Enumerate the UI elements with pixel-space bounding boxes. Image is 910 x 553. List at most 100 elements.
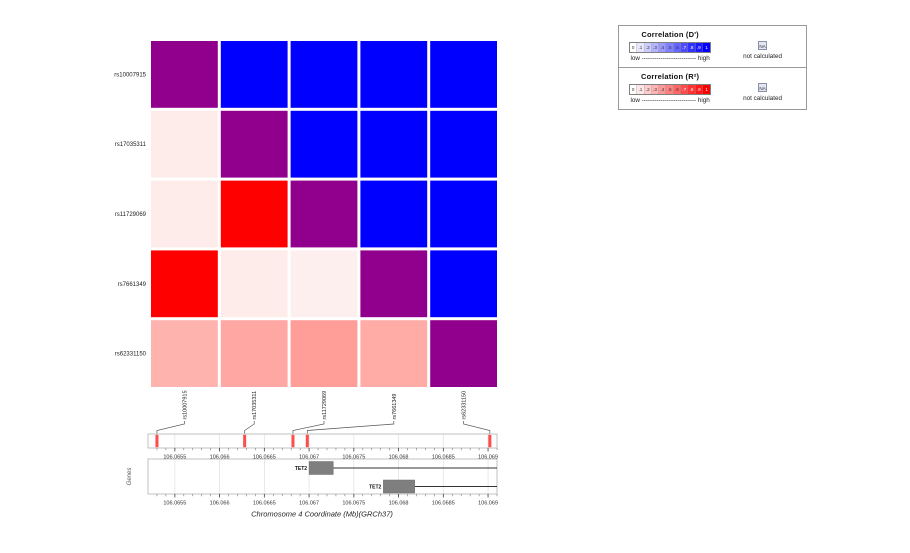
snp-marker	[243, 434, 247, 448]
snp-callout-line	[463, 421, 491, 434]
row-label: rs62331150	[115, 352, 147, 358]
column-label: rs7661349	[392, 394, 398, 420]
heatmap-cell[interactable]	[220, 320, 288, 387]
genes-axis-tick-label: 106.0665	[253, 501, 276, 507]
heatmap-cell[interactable]	[430, 41, 497, 108]
genes-axis-tick-label: 106.066	[210, 501, 230, 507]
column-label: rs10007915	[182, 390, 188, 419]
legend-scale-cell: .3	[651, 85, 660, 94]
legend-title: Correlation (R²)	[641, 72, 700, 81]
gene-exon-box	[308, 461, 334, 475]
gene-label: TET2	[369, 485, 381, 491]
legend-scale-cell: 1	[702, 85, 711, 94]
legend-scale-cell: .4	[659, 43, 667, 52]
legend-scale-cell: .2	[644, 43, 652, 52]
heatmap-cell[interactable]	[151, 250, 218, 318]
legend-scale-cell: .9	[695, 85, 703, 94]
snp-axis-tick-label: 106.066	[210, 455, 230, 461]
legend-na-column: NA not calculated	[743, 30, 796, 60]
legend-scale-cell: .5	[666, 85, 674, 94]
legend-scale-cell: .3	[651, 43, 660, 52]
gene-label: TET2	[295, 466, 307, 472]
heatmap-cell[interactable]	[360, 41, 428, 108]
heatmap-cell[interactable]	[290, 41, 358, 108]
legend-na-column: NA not calculated	[743, 72, 796, 102]
legend-scale-cell: .5	[666, 43, 674, 52]
legend-scale-cell: .8	[688, 43, 696, 52]
genes-axis-tick-label: 106.0685	[432, 501, 455, 507]
legend-row: Correlation (D') 0.1.2.3.4.5.6.7.8.9 1 low …	[629, 30, 796, 62]
legend-low-high-label: low -------------------------- high	[630, 55, 710, 62]
column-label: rs17035311	[252, 391, 258, 420]
snp-marker	[488, 434, 492, 448]
snp-callout-line	[292, 421, 325, 434]
heatmap-cell[interactable]	[290, 180, 358, 248]
heatmap-cell[interactable]	[151, 320, 218, 387]
row-label: rs17035311	[115, 142, 147, 148]
legend-scale-cell: 0	[630, 85, 638, 94]
na-note-label: not calculated	[743, 95, 782, 102]
na-note-label: not calculated	[743, 53, 782, 60]
genes-axis-tick-label: 106.067	[299, 501, 319, 507]
column-label: rs11729069	[322, 391, 328, 420]
na-swatch: NA	[758, 83, 768, 92]
heatmap-cell[interactable]	[151, 180, 218, 248]
heatmap-cell[interactable]	[430, 250, 497, 318]
legend-color-scale: 0.1.2.3.4.5.6.7.8.9 1	[629, 84, 712, 95]
heatmap-cell[interactable]	[151, 41, 218, 108]
snp-axis-tick-label: 106.069	[478, 455, 498, 461]
snp-axis-tick-label: 106.0675	[342, 455, 365, 461]
snp-position-track	[147, 433, 498, 449]
legend-scale-cell: .4	[659, 85, 667, 94]
genes-axis-title: Genes	[127, 468, 133, 486]
legend-scale-cell: .7	[681, 43, 689, 52]
heatmap-cell[interactable]	[360, 320, 428, 387]
snp-axis-tick-label: 106.068	[389, 455, 409, 461]
genes-axis-tick-label: 106.068	[389, 501, 409, 507]
heatmap-cell[interactable]	[290, 250, 358, 318]
legend-title: Correlation (D')	[641, 30, 699, 39]
snp-marker	[155, 434, 159, 448]
heatmap-cell[interactable]	[220, 180, 288, 248]
legend-color-scale: 0.1.2.3.4.5.6.7.8.9 1	[629, 42, 712, 53]
heatmap-cell[interactable]	[360, 180, 428, 248]
row-label: rs11729069	[115, 212, 147, 218]
legend-scale-cell: .1	[637, 85, 645, 94]
legend-scale-cell: .6	[673, 85, 682, 94]
legend-scale-cell: .2	[644, 85, 652, 94]
legend-scale-cell: .8	[688, 85, 696, 94]
legend-panel: Correlation (D') 0.1.2.3.4.5.6.7.8.9 1 low …	[618, 25, 807, 110]
heatmap-cell[interactable]	[290, 110, 358, 178]
heatmap-cell[interactable]	[220, 110, 288, 178]
heatmap-cell[interactable]	[220, 250, 288, 318]
heatmap-cell[interactable]	[220, 41, 288, 108]
snp-marker	[305, 434, 309, 448]
legend-scale-cell: 0	[630, 43, 638, 52]
legend-row: Correlation (R²) 0.1.2.3.4.5.6.7.8.9 1 low …	[629, 72, 796, 104]
heatmap-cell[interactable]	[290, 320, 358, 387]
heatmap-cell[interactable]	[151, 110, 218, 178]
heatmap-cell[interactable]	[360, 250, 428, 318]
heatmap-cell[interactable]	[430, 320, 497, 387]
legend-scale-cell: .7	[681, 85, 689, 94]
legend-scale-cell: 1	[702, 43, 711, 52]
snp-axis-tick-label: 106.067	[299, 455, 319, 461]
genes-axis-tick-label: 106.0655	[163, 501, 186, 507]
legend-section: Correlation (D') 0.1.2.3.4.5.6.7.8.9 1 low …	[619, 26, 806, 68]
legend-scale-cell: .6	[673, 43, 682, 52]
snp-marker	[291, 434, 295, 448]
genes-axis-tick-label: 106.069	[478, 501, 498, 507]
snp-axis-tick-label: 106.0685	[432, 455, 455, 461]
heatmap-cell[interactable]	[430, 180, 497, 248]
heatmap-cell[interactable]	[360, 110, 428, 178]
na-swatch: NA	[758, 41, 768, 50]
legend-scale-column: Correlation (R²) 0.1.2.3.4.5.6.7.8.9 1 low …	[629, 72, 712, 104]
heatmap-cell[interactable]	[430, 110, 497, 178]
legend-scale-column: Correlation (D') 0.1.2.3.4.5.6.7.8.9 1 low …	[629, 30, 712, 62]
legend-section: Correlation (R²) 0.1.2.3.4.5.6.7.8.9 1 low …	[619, 68, 806, 109]
legend-low-high-label: low -------------------------- high	[630, 97, 710, 104]
row-label: rs7661349	[118, 282, 147, 288]
snp-axis-tick-label: 106.0655	[163, 455, 186, 461]
snp-callout-line	[244, 421, 255, 434]
